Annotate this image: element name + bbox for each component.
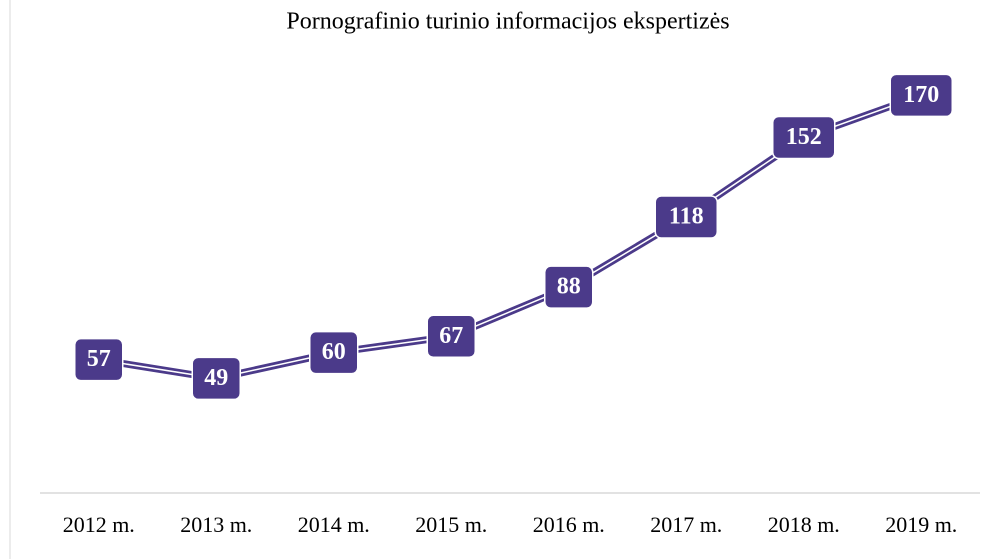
data-label: 60 [322,339,346,365]
data-label-box [772,115,836,160]
data-label-box [889,73,953,118]
x-tick-label: 2017 m. [650,512,722,537]
x-tick-label: 2012 m. [63,512,135,537]
data-label: 49 [204,365,228,391]
data-label-box [74,337,124,382]
data-label: 67 [439,323,463,349]
data-label: 118 [669,204,704,230]
data-label: 152 [786,124,822,150]
data-label: 88 [557,274,581,300]
x-tick-label: 2018 m. [768,512,840,537]
x-tick-label: 2014 m. [298,512,370,537]
x-tick-label: 2015 m. [415,512,487,537]
data-label-box [654,195,718,239]
data-label-box [191,356,241,401]
chart-title: Pornografinio turinio informacijos ekspe… [286,9,729,35]
x-tick-label: 2016 m. [533,512,605,537]
data-label: 170 [903,82,939,108]
x-tick-label: 2019 m. [885,512,957,537]
data-label-box [544,265,594,309]
data-label-box [426,314,476,359]
x-tick-label: 2013 m. [180,512,252,537]
data-label: 57 [87,346,111,372]
data-label-box [309,330,359,375]
